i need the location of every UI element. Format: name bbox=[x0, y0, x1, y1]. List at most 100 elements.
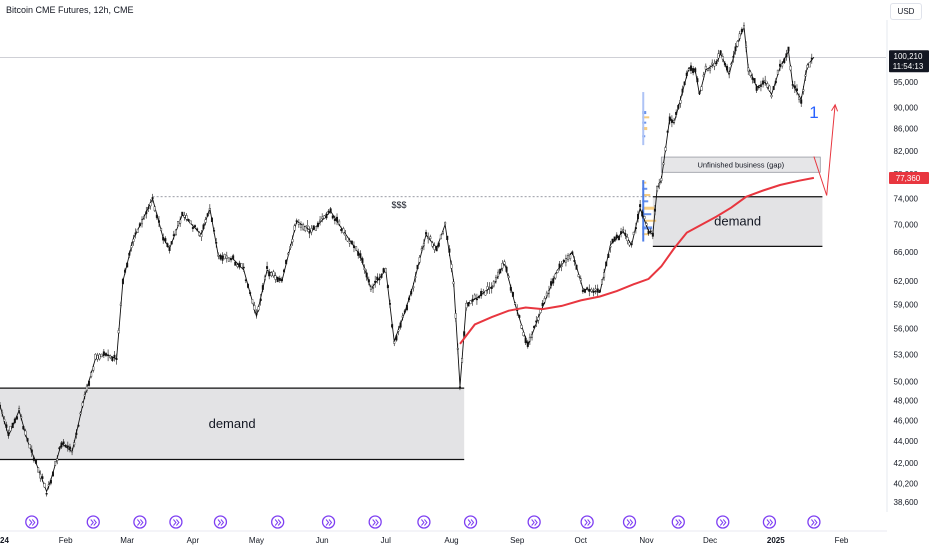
candle-body bbox=[100, 353, 103, 358]
candle-body bbox=[1, 412, 4, 414]
candle-body bbox=[626, 237, 629, 242]
candle-body bbox=[461, 358, 464, 363]
candle-body bbox=[808, 62, 811, 68]
y-tick-label: 62,000 bbox=[894, 277, 919, 286]
price-axis[interactable]: 95,00090,00086,00082,00078,00074,00070,0… bbox=[886, 20, 929, 512]
candle-body bbox=[393, 341, 396, 344]
x-tick-label: Feb bbox=[835, 536, 849, 545]
candle-body bbox=[145, 211, 148, 215]
candle-body bbox=[647, 230, 650, 234]
candle-body bbox=[73, 442, 76, 446]
candle-body bbox=[526, 341, 529, 347]
candle-body bbox=[630, 243, 633, 246]
candle-body bbox=[28, 444, 31, 449]
candle-body bbox=[399, 322, 402, 328]
candle-body bbox=[798, 96, 801, 100]
candle-body bbox=[550, 281, 553, 286]
wave-label: 1 bbox=[809, 103, 818, 122]
candle-body bbox=[702, 74, 705, 77]
candle-body bbox=[772, 86, 775, 90]
y-tick-label: 48,000 bbox=[894, 397, 919, 406]
candle-body bbox=[257, 306, 260, 311]
candle-body bbox=[562, 259, 565, 262]
candle-body bbox=[132, 238, 135, 242]
candle-body bbox=[162, 236, 165, 241]
candle-body bbox=[480, 290, 483, 297]
candle-body bbox=[270, 272, 273, 277]
candle-body bbox=[259, 298, 262, 301]
candle-body bbox=[465, 302, 468, 309]
candle-body bbox=[295, 220, 298, 223]
candle-body bbox=[620, 231, 623, 234]
y-tick-label: 95,000 bbox=[894, 78, 919, 87]
event-marker-icon bbox=[86, 515, 100, 529]
candle-body bbox=[745, 45, 748, 48]
candle-body bbox=[617, 235, 620, 241]
x-tick-label: Jun bbox=[316, 536, 329, 545]
candle-body bbox=[522, 332, 525, 336]
candle-body bbox=[136, 228, 139, 233]
event-marker-chevrons bbox=[274, 519, 282, 526]
candle-body bbox=[528, 337, 531, 342]
candle-body bbox=[584, 289, 587, 293]
candle-body bbox=[13, 418, 16, 423]
candle-body bbox=[509, 286, 512, 291]
candle-body bbox=[736, 41, 739, 47]
candle-body bbox=[420, 248, 423, 251]
candle-body bbox=[246, 283, 249, 288]
candle-body bbox=[795, 88, 798, 92]
candle-body bbox=[104, 353, 107, 356]
candle-body bbox=[730, 63, 733, 66]
candle-body bbox=[350, 240, 353, 245]
gap-zone-label: Unfinished business (gap) bbox=[697, 161, 784, 170]
candle-body bbox=[547, 290, 550, 294]
candle-body bbox=[225, 255, 228, 259]
candle-body bbox=[344, 234, 347, 236]
candle-body bbox=[18, 408, 21, 411]
candle-body bbox=[138, 223, 141, 227]
event-markers bbox=[25, 515, 821, 529]
event-marker-chevrons bbox=[467, 519, 475, 526]
candle-body bbox=[283, 269, 286, 273]
candle-body bbox=[687, 68, 690, 71]
time-axis[interactable]: 2024 Feb Mar Apr May Jun Jul Aug Sep Oct Nov Dec 202… bbox=[0, 530, 887, 545]
x-tick-label: Sep bbox=[510, 536, 525, 545]
candle-body bbox=[304, 226, 307, 232]
candle-body bbox=[804, 74, 807, 77]
candle-body bbox=[450, 264, 453, 269]
candle-body bbox=[531, 334, 534, 338]
candle-body bbox=[482, 291, 485, 293]
candle-body bbox=[439, 234, 442, 240]
candle-body bbox=[776, 69, 779, 75]
candle-body bbox=[700, 86, 703, 91]
event-marker-chevrons bbox=[675, 519, 682, 526]
y-tick-label: 59,000 bbox=[894, 300, 919, 309]
candle-body bbox=[494, 276, 497, 282]
candle-body bbox=[692, 68, 695, 74]
candle-body bbox=[673, 120, 676, 123]
candle-body bbox=[22, 426, 25, 430]
candle-body bbox=[60, 442, 63, 448]
candle-body bbox=[333, 218, 336, 222]
candle-body bbox=[242, 266, 245, 269]
candle-body bbox=[410, 290, 413, 295]
candle-body bbox=[641, 211, 644, 217]
candle-body bbox=[670, 119, 673, 123]
last-price-tag bbox=[889, 50, 929, 73]
candle-body bbox=[800, 99, 803, 104]
event-marker-chevrons bbox=[766, 519, 774, 526]
candle-body bbox=[660, 178, 663, 181]
event-marker-icon bbox=[25, 515, 39, 529]
last-price-countdown: 11:54:13 bbox=[893, 62, 924, 71]
candle-body bbox=[503, 261, 506, 265]
candle-body bbox=[302, 224, 305, 230]
candle-body bbox=[198, 232, 201, 236]
candle-body bbox=[32, 457, 35, 461]
candle-body bbox=[90, 372, 93, 377]
currency-button[interactable]: USD bbox=[890, 3, 922, 20]
candle-body bbox=[787, 46, 790, 52]
candle-body bbox=[338, 220, 341, 225]
candle-body bbox=[88, 380, 91, 386]
y-tick-label: 40,200 bbox=[894, 479, 919, 488]
